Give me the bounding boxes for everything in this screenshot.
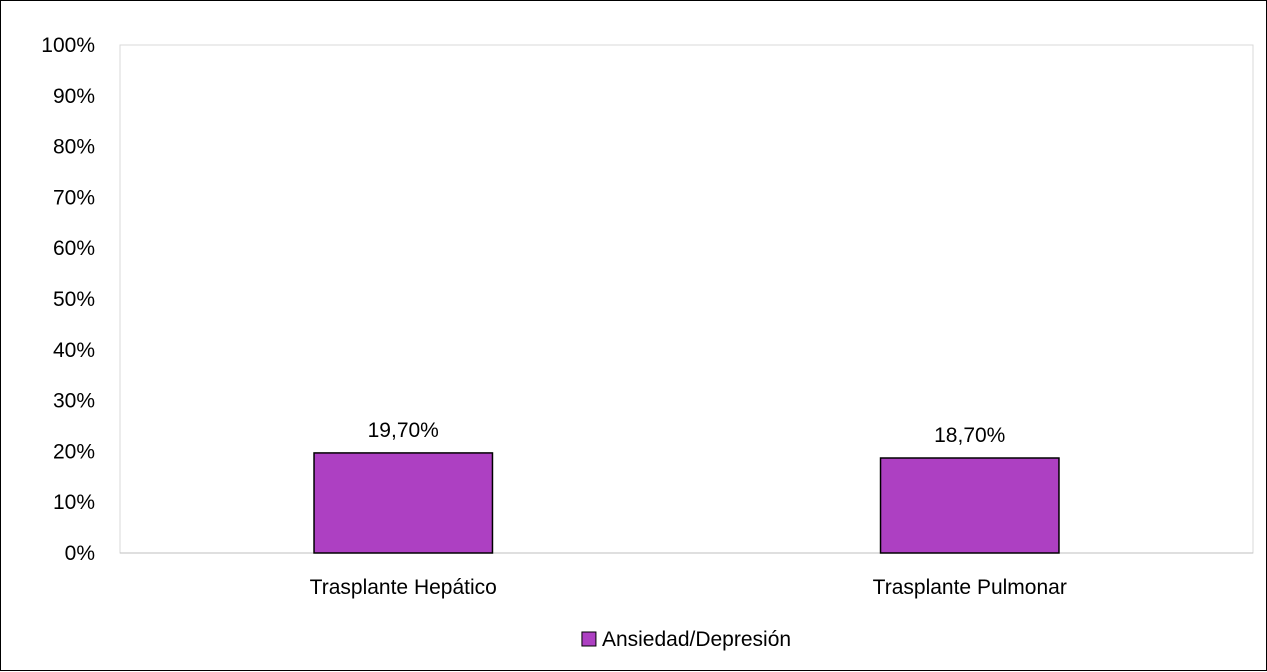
x-axis-labels: Trasplante Hepático Trasplante Pulmonar [310,576,1067,599]
legend-label: Ansiedad/Depresión [602,628,791,651]
x-tick-label: Trasplante Pulmonar [873,576,1067,599]
y-tick-label: 30% [53,390,95,413]
plot-area [119,44,1254,554]
y-tick-label: 90% [53,85,95,108]
data-label: 19,70% [368,419,439,442]
x-tick-label: Trasplante Hepático [310,576,497,599]
bar [879,457,1060,554]
y-tick-label: 50% [53,288,95,311]
data-label: 18,70% [934,424,1005,447]
y-tick-label: 70% [53,186,95,209]
legend: Ansiedad/Depresión [581,628,791,651]
bars-group [313,452,1060,554]
y-tick-label: 20% [53,440,95,463]
y-tick-label: 10% [53,491,95,514]
data-labels-group: 19,70% 18,70% [368,419,1006,447]
y-tick-label: 80% [53,136,95,159]
y-axis-ticks: 0% 10% 20% 30% 40% 50% 60% 70% 80% 90% 100% [41,34,95,565]
y-tick-label: 100% [41,34,95,57]
y-tick-label: 0% [65,542,95,565]
bar [313,452,494,554]
legend-swatch [581,631,597,647]
y-tick-label: 40% [53,339,95,362]
y-tick-label: 60% [53,237,95,260]
